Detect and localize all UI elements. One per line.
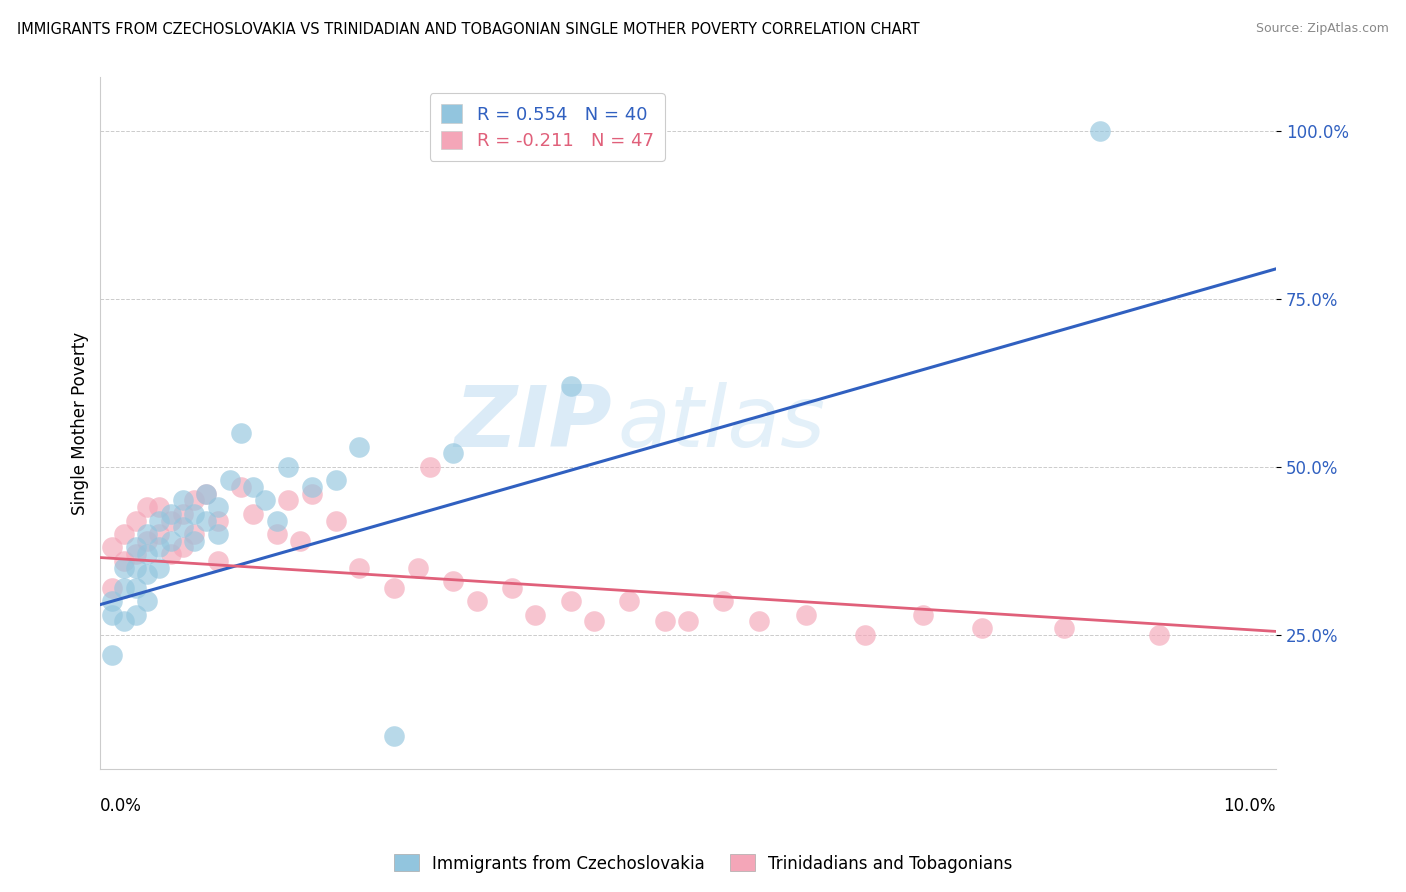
Point	[266, 514, 288, 528]
Point	[124, 514, 146, 528]
Point	[148, 527, 170, 541]
Point	[748, 615, 770, 629]
Point	[231, 426, 253, 441]
Point	[441, 574, 464, 588]
Point	[124, 541, 146, 555]
Point	[382, 729, 405, 743]
Point	[160, 514, 183, 528]
Point	[218, 473, 240, 487]
Point	[195, 514, 218, 528]
Point	[583, 615, 606, 629]
Point	[112, 581, 135, 595]
Point	[253, 493, 276, 508]
Point	[972, 621, 994, 635]
Point	[560, 594, 582, 608]
Text: 0.0%: 0.0%	[100, 797, 142, 814]
Point	[853, 628, 876, 642]
Point	[277, 459, 299, 474]
Point	[148, 541, 170, 555]
Point	[713, 594, 735, 608]
Point	[124, 560, 146, 574]
Point	[136, 500, 159, 515]
Point	[183, 507, 205, 521]
Point	[148, 560, 170, 574]
Point	[160, 507, 183, 521]
Point	[207, 554, 229, 568]
Point	[301, 487, 323, 501]
Point	[112, 527, 135, 541]
Point	[148, 500, 170, 515]
Point	[266, 527, 288, 541]
Point	[347, 440, 370, 454]
Point	[124, 581, 146, 595]
Point	[136, 567, 159, 582]
Point	[172, 520, 194, 534]
Point	[325, 473, 347, 487]
Point	[1053, 621, 1076, 635]
Point	[912, 607, 935, 622]
Point	[277, 493, 299, 508]
Point	[195, 487, 218, 501]
Point	[207, 500, 229, 515]
Point	[231, 480, 253, 494]
Point	[501, 581, 523, 595]
Point	[195, 487, 218, 501]
Point	[207, 514, 229, 528]
Point	[1088, 124, 1111, 138]
Legend: Immigrants from Czechoslovakia, Trinidadians and Tobagonians: Immigrants from Czechoslovakia, Trinidad…	[387, 847, 1019, 880]
Text: Source: ZipAtlas.com: Source: ZipAtlas.com	[1256, 22, 1389, 36]
Point	[112, 554, 135, 568]
Point	[1147, 628, 1170, 642]
Point	[172, 507, 194, 521]
Point	[101, 541, 124, 555]
Point	[124, 607, 146, 622]
Point	[124, 547, 146, 561]
Point	[347, 560, 370, 574]
Point	[183, 493, 205, 508]
Point	[183, 533, 205, 548]
Point	[172, 541, 194, 555]
Y-axis label: Single Mother Poverty: Single Mother Poverty	[72, 332, 89, 515]
Point	[136, 533, 159, 548]
Point	[560, 379, 582, 393]
Point	[242, 507, 264, 521]
Point	[382, 581, 405, 595]
Point	[136, 547, 159, 561]
Point	[136, 594, 159, 608]
Point	[101, 581, 124, 595]
Point	[160, 547, 183, 561]
Point	[112, 615, 135, 629]
Point	[794, 607, 817, 622]
Point	[419, 459, 441, 474]
Point	[207, 527, 229, 541]
Point	[301, 480, 323, 494]
Point	[441, 446, 464, 460]
Point	[160, 533, 183, 548]
Point	[101, 607, 124, 622]
Text: atlas: atlas	[617, 382, 825, 465]
Text: IMMIGRANTS FROM CZECHOSLOVAKIA VS TRINIDADIAN AND TOBAGONIAN SINGLE MOTHER POVER: IMMIGRANTS FROM CZECHOSLOVAKIA VS TRINID…	[17, 22, 920, 37]
Point	[676, 615, 699, 629]
Point	[101, 648, 124, 662]
Point	[325, 514, 347, 528]
Point	[101, 594, 124, 608]
Point	[524, 607, 547, 622]
Point	[654, 615, 676, 629]
Point	[148, 514, 170, 528]
Point	[619, 594, 641, 608]
Point	[290, 533, 312, 548]
Legend: R = 0.554   N = 40, R = -0.211   N = 47: R = 0.554 N = 40, R = -0.211 N = 47	[430, 94, 665, 161]
Point	[172, 493, 194, 508]
Point	[465, 594, 488, 608]
Point	[183, 527, 205, 541]
Point	[406, 560, 429, 574]
Text: ZIP: ZIP	[454, 382, 612, 465]
Point	[136, 527, 159, 541]
Point	[112, 560, 135, 574]
Text: 10.0%: 10.0%	[1223, 797, 1277, 814]
Point	[242, 480, 264, 494]
